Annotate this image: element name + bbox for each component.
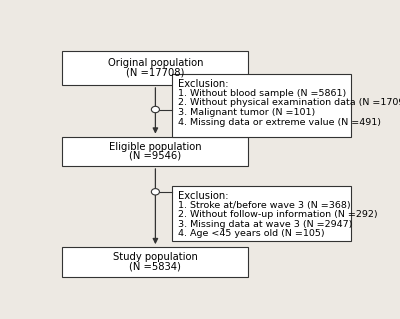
FancyBboxPatch shape bbox=[172, 74, 351, 137]
FancyBboxPatch shape bbox=[172, 186, 351, 241]
Text: (N =9546): (N =9546) bbox=[129, 151, 182, 161]
Text: (N =5834): (N =5834) bbox=[130, 262, 181, 271]
Text: 3. Malignant tumor (N =101): 3. Malignant tumor (N =101) bbox=[178, 108, 315, 117]
Circle shape bbox=[151, 106, 160, 113]
Text: 3. Missing data at wave 3 (N =2947): 3. Missing data at wave 3 (N =2947) bbox=[178, 220, 352, 229]
Text: 4. Missing data or extreme value (N =491): 4. Missing data or extreme value (N =491… bbox=[178, 118, 381, 127]
Text: 4. Age <45 years old (N =105): 4. Age <45 years old (N =105) bbox=[178, 229, 325, 238]
Text: Exclusion:: Exclusion: bbox=[178, 191, 228, 201]
FancyBboxPatch shape bbox=[62, 247, 248, 277]
Text: Exclusion:: Exclusion: bbox=[178, 79, 228, 89]
FancyBboxPatch shape bbox=[62, 137, 248, 166]
Text: 1. Without blood sample (N =5861): 1. Without blood sample (N =5861) bbox=[178, 89, 346, 98]
Text: Eligible population: Eligible population bbox=[109, 142, 202, 152]
Text: 2. Without follow-up information (N =292): 2. Without follow-up information (N =292… bbox=[178, 210, 378, 219]
Circle shape bbox=[151, 189, 160, 195]
Text: (N =17708): (N =17708) bbox=[126, 67, 184, 78]
Text: 1. Stroke at/before wave 3 (N =368): 1. Stroke at/before wave 3 (N =368) bbox=[178, 201, 351, 210]
Text: Original population: Original population bbox=[108, 58, 203, 68]
Text: Study population: Study population bbox=[113, 252, 198, 262]
FancyBboxPatch shape bbox=[62, 50, 248, 85]
Text: 2. Without physical examination data (N =1709): 2. Without physical examination data (N … bbox=[178, 99, 400, 108]
